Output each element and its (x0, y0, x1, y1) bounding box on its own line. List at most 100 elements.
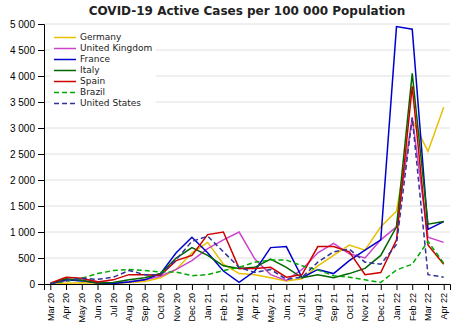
tick-label: Feb 22 (408, 293, 418, 321)
legend-label: France (80, 54, 110, 64)
tick-label: Oct 20 (156, 293, 166, 320)
x-tick: Mar 20 (46, 284, 56, 321)
tick-mark (271, 284, 272, 290)
tick-mark (334, 284, 335, 290)
legend-entry: United States (54, 98, 141, 108)
tick-label: Dec 21 (376, 293, 386, 322)
plot: 05001 0001 5002 0002 5003 0003 5004 0004… (10, 19, 451, 323)
y-tick: 2 000 (10, 175, 44, 186)
tick-label: Feb 21 (219, 293, 229, 321)
x-tick: Dec 20 (187, 284, 197, 322)
tick-label: Sep 20 (140, 293, 150, 322)
legend-swatch (54, 103, 76, 105)
x-tick: Feb 22 (408, 284, 418, 321)
x-tick: Sep 21 (329, 284, 339, 322)
tick-label: Jan 21 (203, 293, 213, 320)
x-tick: Aug 20 (124, 284, 134, 322)
x-tick: May 20 (77, 284, 87, 323)
legend-label: Spain (80, 76, 105, 86)
axis-line (38, 25, 45, 285)
tick-label: 500 (18, 253, 35, 264)
tick-label: Nov 20 (172, 293, 182, 322)
tick-mark (349, 284, 350, 290)
tick-mark (208, 284, 209, 290)
legend-label: Brazil (80, 87, 105, 97)
tick-label: Aug 21 (313, 293, 323, 322)
x-tick: Apr 20 (61, 284, 71, 320)
tick-label: Jul 21 (297, 293, 307, 317)
x-tick: Mar 22 (423, 284, 433, 321)
x-tick: Jan 21 (203, 284, 213, 320)
legend-entry: United Kingdom (54, 43, 152, 53)
x-tick: Aug 21 (313, 284, 323, 322)
tick-mark (38, 24, 44, 25)
series-line (50, 86, 443, 283)
tick-label: May 20 (77, 293, 87, 323)
x-tick: Jul 21 (297, 284, 307, 317)
tick-mark (160, 284, 161, 290)
tick-mark (428, 284, 429, 290)
tick-mark (412, 284, 413, 290)
legend-label: United Kingdom (80, 43, 152, 53)
legend-swatch (54, 70, 76, 72)
tick-mark (38, 76, 44, 77)
y-tick: 3 000 (10, 123, 44, 134)
tick-mark (192, 284, 193, 290)
tick-mark (38, 154, 44, 155)
tick-mark (113, 284, 114, 290)
x-tick: Jun 21 (282, 284, 292, 320)
legend-label: United States (80, 98, 141, 108)
tick-label: 4 500 (10, 45, 35, 56)
x-tick: Jan 22 (392, 284, 402, 320)
tick-label: Apr 22 (439, 293, 449, 320)
tick-mark (38, 128, 44, 129)
tick-mark (223, 284, 224, 290)
tick-label: 5 000 (10, 19, 35, 30)
tick-label: Mar 20 (46, 293, 56, 321)
legend: GermanyUnited KingdomFranceItalySpainBra… (50, 28, 156, 113)
tick-mark (365, 284, 366, 290)
tick-mark (255, 284, 256, 290)
tick-mark (396, 284, 397, 290)
tick-mark (286, 284, 287, 290)
chart: 05001 0001 5002 0002 5003 0003 5004 0004… (0, 0, 462, 330)
tick-mark (302, 284, 303, 290)
grid-line (44, 24, 450, 25)
x-tick: Oct 20 (156, 284, 166, 320)
legend-entry: Germany (54, 32, 122, 42)
tick-mark (50, 284, 51, 290)
grid-line (44, 206, 450, 207)
legend-swatch (54, 37, 76, 39)
tick-mark (129, 284, 130, 290)
tick-label: Sep 21 (329, 293, 339, 322)
series-line (50, 118, 443, 284)
x-tick: May 21 (266, 284, 276, 323)
tick-mark (38, 232, 44, 233)
y-axis: 05001 0001 5002 0002 5003 0003 5004 0004… (10, 19, 45, 290)
x-axis: Mar 20Apr 20May 20Jun 20Jul 20Aug 20Sep … (45, 284, 451, 323)
tick-label: Oct 21 (345, 293, 355, 320)
tick-mark (38, 284, 44, 285)
grid-line (44, 180, 450, 181)
tick-label: Jun 20 (93, 293, 103, 320)
x-tick: Apr 22 (439, 284, 449, 320)
legend-label: Italy (80, 65, 100, 75)
legend-swatch (54, 92, 76, 94)
legend-label: Germany (80, 32, 122, 42)
legend-swatch (54, 48, 76, 50)
tick-mark (38, 258, 44, 259)
x-tick: Dec 21 (376, 284, 386, 322)
tick-label: 3 500 (10, 97, 35, 108)
y-tick: 1 000 (10, 227, 44, 238)
axis-line (45, 285, 451, 291)
tick-label: Jun 21 (282, 293, 292, 320)
tick-label: Dec 20 (187, 293, 197, 322)
y-tick: 4 000 (10, 71, 44, 82)
tick-mark (176, 284, 177, 290)
tick-label: 2 000 (10, 175, 35, 186)
tick-mark (98, 284, 99, 290)
legend-entry: Spain (54, 76, 105, 86)
tick-label: 1 000 (10, 227, 35, 238)
tick-label: Apr 21 (250, 293, 260, 320)
x-tick: Mar 21 (235, 284, 245, 321)
